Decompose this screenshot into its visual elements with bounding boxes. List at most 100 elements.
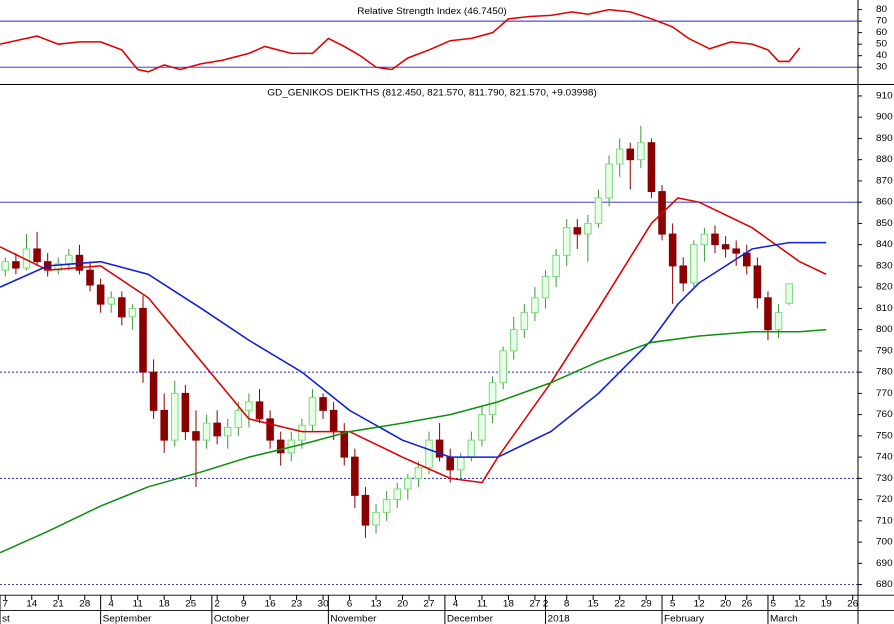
candle-body xyxy=(329,409,338,433)
x-tick-label: 18 xyxy=(503,599,515,610)
candle-body xyxy=(65,254,73,265)
candle-body xyxy=(584,222,592,235)
candle-body xyxy=(118,297,126,318)
y-tick-label: 80 xyxy=(876,4,888,15)
candle-body xyxy=(742,252,751,267)
candle-body xyxy=(382,499,391,513)
candle-body xyxy=(1,261,10,271)
candle-body xyxy=(213,422,221,437)
x-tick-label: 16 xyxy=(265,599,277,610)
candle-body xyxy=(276,439,285,454)
y-tick-label: 680 xyxy=(876,579,893,590)
candle-body xyxy=(711,233,719,246)
candle-body xyxy=(266,418,274,441)
x-tick-label: 2 xyxy=(214,599,220,610)
y-tick-label: 910 xyxy=(876,91,893,102)
indicator-line xyxy=(0,241,827,458)
candle-body xyxy=(435,439,444,458)
month-label: September xyxy=(103,614,153,624)
candle-body xyxy=(160,409,168,441)
x-tick-label: 21 xyxy=(53,599,64,610)
y-tick-label: 810 xyxy=(876,303,893,314)
x-tick-label: 23 xyxy=(291,599,303,610)
y-tick-label: 700 xyxy=(876,537,893,548)
y-tick-label: 690 xyxy=(876,558,893,569)
candle-body xyxy=(626,148,635,161)
candle-body xyxy=(351,456,359,496)
candle-body xyxy=(340,431,349,458)
y-tick-label: 840 xyxy=(876,239,893,250)
x-tick-label: 5 xyxy=(670,599,676,610)
y-tick-label: 750 xyxy=(876,431,893,442)
candle-body xyxy=(478,414,486,441)
y-tick-label: 830 xyxy=(876,261,893,272)
candle-body xyxy=(679,265,688,284)
candle-body xyxy=(404,477,412,490)
candle-body xyxy=(690,244,698,284)
x-tick-label: 11 xyxy=(477,599,487,610)
candle-body xyxy=(700,233,709,246)
y-tick-label: 870 xyxy=(876,176,893,187)
candle-body xyxy=(774,312,783,331)
candle-body xyxy=(732,248,740,254)
y-tick-label: 880 xyxy=(876,154,893,165)
candle-body xyxy=(170,392,179,441)
month-label: st xyxy=(2,614,10,624)
candle-body xyxy=(414,467,423,479)
candle-body xyxy=(785,283,793,304)
x-tick-label: 12 xyxy=(694,599,705,610)
x-tick-label: 8 xyxy=(564,599,570,610)
candle-body xyxy=(192,431,200,441)
y-tick-label: 760 xyxy=(876,409,893,420)
month-label: March xyxy=(770,614,798,624)
x-tick-label: 5 xyxy=(770,599,776,610)
candle-body xyxy=(509,329,518,352)
y-tick-label: 720 xyxy=(876,494,893,505)
candle-body xyxy=(393,488,402,501)
candle-body xyxy=(223,426,232,437)
x-tick-label: 14 xyxy=(26,599,38,610)
candle-body xyxy=(149,371,158,411)
candle-body xyxy=(594,197,603,224)
y-tick-label: 50 xyxy=(876,39,888,50)
y-tick-label: 890 xyxy=(876,133,893,144)
candle-body xyxy=(446,456,454,471)
y-tick-label: 800 xyxy=(876,324,893,335)
candle-body xyxy=(54,263,63,271)
y-tick-label: 900 xyxy=(876,112,893,123)
y-tick-label: 710 xyxy=(876,516,893,527)
y-tick-label: 730 xyxy=(876,473,893,484)
x-tick-label: 22 xyxy=(614,599,625,610)
candle-body xyxy=(308,397,317,426)
candle-body xyxy=(33,248,41,263)
rsi-title: Relative Strength Index (46.7450) xyxy=(357,6,506,17)
candle-body xyxy=(86,269,94,286)
candle-body xyxy=(12,261,20,269)
candle-body xyxy=(202,422,211,441)
candle-body xyxy=(753,265,762,299)
y-tick-label: 30 xyxy=(876,62,888,73)
month-label: 2018 xyxy=(548,614,571,624)
x-tick-label: 4 xyxy=(108,599,114,610)
candle-body xyxy=(467,439,476,458)
x-tick-label: 13 xyxy=(370,599,382,610)
x-tick-label: 19 xyxy=(821,599,832,610)
y-tick-label: 780 xyxy=(876,367,893,378)
indicator-line xyxy=(0,197,827,484)
candle-body xyxy=(764,297,772,331)
x-tick-label: 6 xyxy=(347,599,353,610)
x-tick-label: 29 xyxy=(641,599,652,610)
x-tick-label: 4 xyxy=(453,599,459,610)
candle-body xyxy=(128,307,137,318)
candle-body xyxy=(96,284,105,305)
candle-body xyxy=(319,397,327,411)
candle-body xyxy=(181,392,190,433)
y-tick-label: 770 xyxy=(876,388,893,399)
y-tick-label: 40 xyxy=(876,50,888,61)
y-tick-label: 850 xyxy=(876,218,893,229)
candle-body xyxy=(647,142,656,193)
month-label: November xyxy=(330,614,377,624)
